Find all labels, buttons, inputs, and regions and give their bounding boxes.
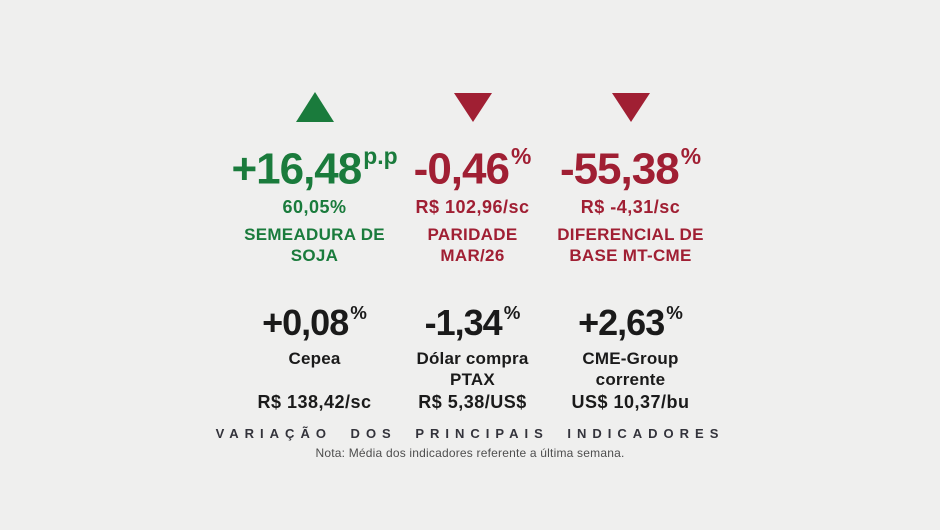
change-unit: % (666, 302, 683, 324)
indicator-label: Cepea (288, 349, 341, 369)
down-triangle-icon (611, 93, 650, 122)
indicator-cepea: +0,08% Cepea R$ 138,42/sc (236, 294, 394, 413)
current-value: 60,05% (282, 197, 347, 218)
current-value: R$ 5,38/US$ (418, 392, 527, 413)
indicator-label: PARIDADE MAR/26 (427, 225, 518, 266)
down-triangle-icon (453, 93, 492, 122)
current-value: R$ 102,96/sc (415, 197, 530, 218)
current-value: US$ 10,37/bu (571, 392, 690, 413)
indicator-semeadura-soja: +16,48p.p 60,05% SEMEADURA DE SOJA (231, 92, 398, 266)
indicator-label: DIFERENCIAL DE BASE MT-CME (557, 225, 704, 266)
change-value: +0,08% (262, 302, 367, 344)
change-value: +2,63% (578, 302, 683, 344)
indicator-label: CME-Group corrente (582, 349, 679, 390)
change-unit: % (510, 143, 532, 169)
indicator-label: Dólar compra PTAX (416, 349, 529, 390)
change-unit: % (350, 302, 367, 324)
change-value: -1,34% (424, 302, 521, 344)
current-value: R$ -4,31/sc (580, 197, 681, 218)
change-value: -55,38% (559, 143, 702, 194)
indicator-paridade-mar26: -0,46% R$ 102,96/sc PARIDADE MAR/26 (394, 92, 552, 266)
top-indicators-row: +16,48p.p 60,05% SEMEADURA DE SOJA -0,46… (5, 0, 940, 266)
panel-title: VARIAÇÃO DOS PRINCIPAIS INDICADORES (215, 426, 725, 442)
change-value: -0,46% (413, 143, 532, 194)
indicator-diferencial-base-mt-cme: -55,38% R$ -4,31/sc DIFERENCIAL DE BASE … (552, 92, 710, 266)
current-value: R$ 138,42/sc (257, 392, 372, 413)
indicator-label: SEMEADURA DE SOJA (244, 225, 385, 266)
indicator-cme-group-corrente: +2,63% CME-Group corrente US$ 10,37/bu (552, 294, 710, 413)
indicator-dolar-compra-ptax: -1,34% Dólar compra PTAX R$ 5,38/US$ (394, 294, 552, 413)
change-unit: % (680, 143, 702, 169)
change-unit: % (503, 302, 521, 324)
bottom-indicators-row: +0,08% Cepea R$ 138,42/sc -1,34% Dólar c… (5, 294, 940, 413)
change-value: +16,48p.p (231, 143, 398, 194)
up-triangle-icon (295, 92, 334, 122)
change-unit: p.p (363, 143, 398, 169)
panel-note: Nota: Média dos indicadores referente a … (315, 446, 625, 461)
